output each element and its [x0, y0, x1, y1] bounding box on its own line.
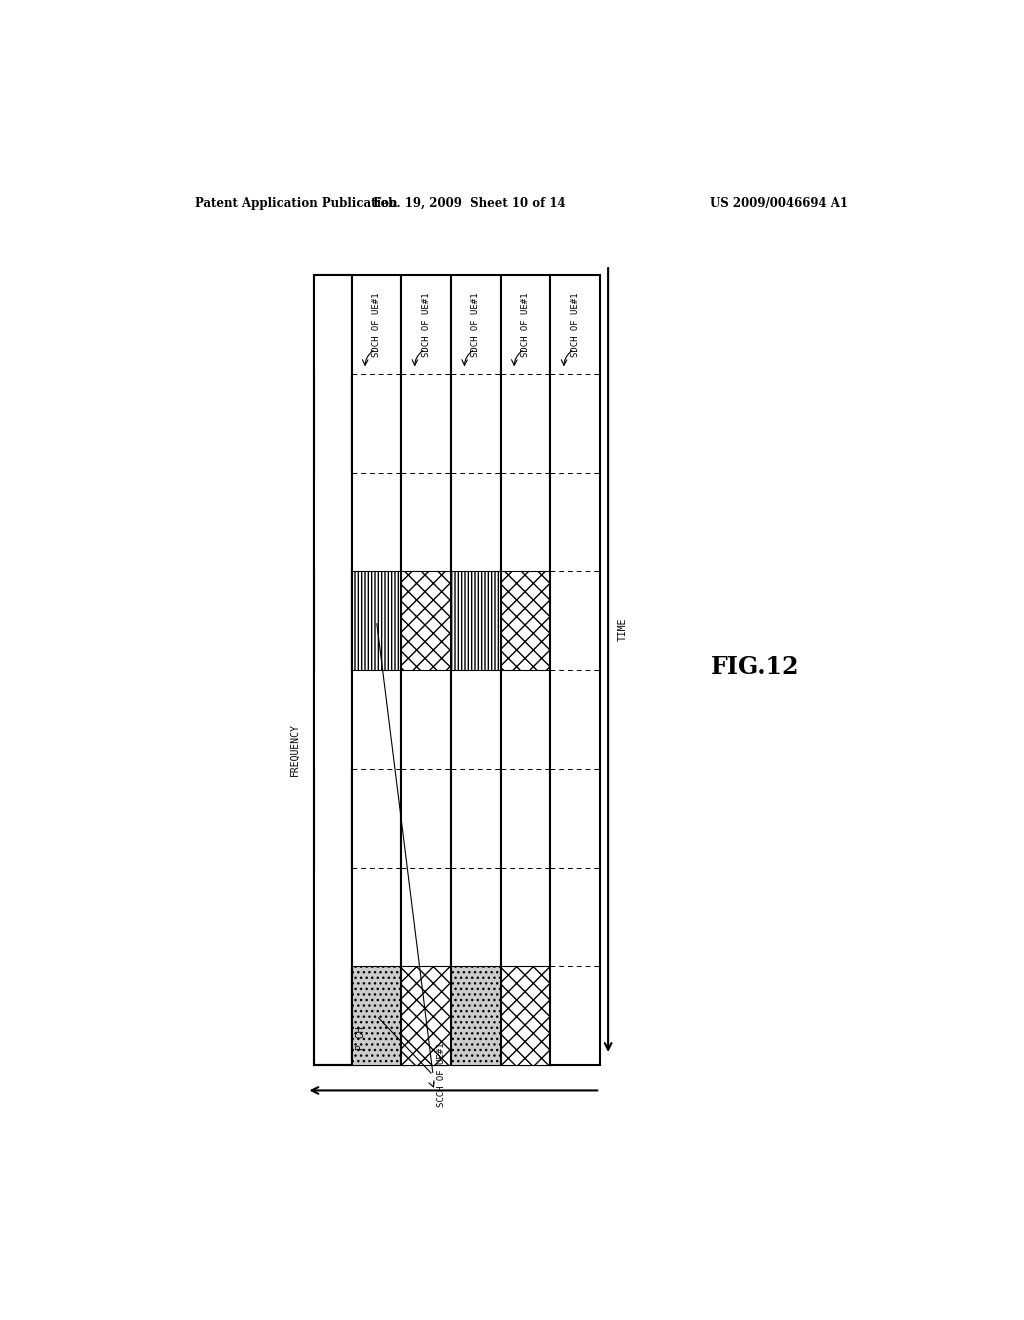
Text: US 2009/0046694 A1: US 2009/0046694 A1 [710, 197, 848, 210]
Bar [451, 572, 501, 671]
Text: FREQUENCY: FREQUENCY [290, 722, 300, 776]
Bar [401, 966, 451, 1065]
Text: Patent Application Publication: Patent Application Publication [196, 197, 398, 210]
Bar [401, 276, 451, 1065]
Bar [314, 276, 351, 1065]
Bar [551, 276, 600, 1065]
Bar [501, 572, 551, 671]
Text: SDCH OF UE#1: SDCH OF UE#1 [372, 293, 381, 356]
Text: SDCH OF UE#1: SDCH OF UE#1 [570, 293, 580, 356]
Text: FIG.12: FIG.12 [711, 655, 799, 678]
Bar [401, 572, 451, 671]
Text: SCCH OF UE#1: SCCH OF UE#1 [437, 1043, 446, 1107]
Bar [501, 276, 551, 1065]
Bar [314, 671, 351, 768]
Text: SDCH OF UE#1: SDCH OF UE#1 [471, 293, 480, 356]
Text: P CH: P CH [355, 1026, 366, 1049]
Bar [501, 966, 551, 1065]
Bar [451, 966, 501, 1065]
Bar [351, 966, 401, 1065]
Text: SDCH OF UE#1: SDCH OF UE#1 [422, 293, 431, 356]
Text: TIME: TIME [617, 618, 628, 642]
Bar [314, 276, 351, 374]
Bar [314, 867, 351, 966]
Bar [314, 473, 351, 572]
Text: SDCH OF UE#1: SDCH OF UE#1 [521, 293, 530, 356]
Bar [351, 572, 401, 671]
Bar [314, 276, 351, 1065]
Text: Feb. 19, 2009  Sheet 10 of 14: Feb. 19, 2009 Sheet 10 of 14 [373, 197, 565, 210]
Bar [451, 276, 501, 1065]
Bar [351, 276, 401, 1065]
